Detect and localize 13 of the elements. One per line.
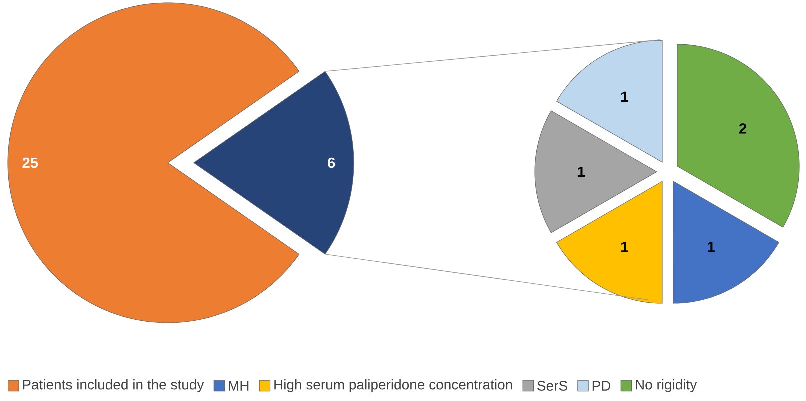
legend-label: PD	[592, 381, 611, 391]
data-label: 6	[328, 158, 336, 168]
legend-label: MH	[229, 381, 249, 391]
data-label: 2	[739, 124, 747, 134]
legend-label: No rigidity	[636, 379, 698, 393]
data-label: 1	[578, 166, 586, 178]
legend-label: Patients included in the study	[23, 379, 204, 393]
data-label: 1	[622, 92, 628, 102]
legend-label: High serum paliperidone concentration	[274, 379, 512, 393]
data-label: 1	[622, 242, 628, 252]
data-label: 25	[22, 158, 38, 168]
data-label: 1	[708, 242, 715, 252]
legend-label: SerS	[538, 381, 568, 391]
